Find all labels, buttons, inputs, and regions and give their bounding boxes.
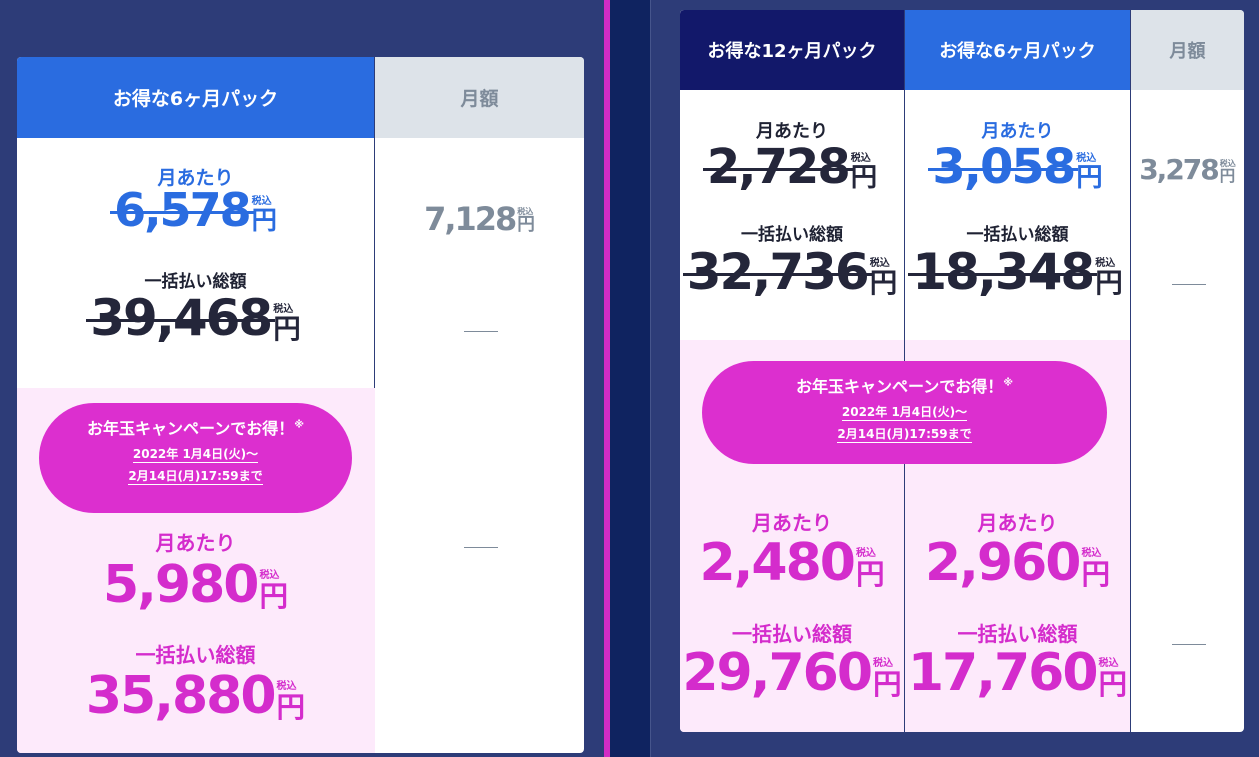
right-pricing-table: お得な12ヶ月パック 月あたり 2,728 税込円 一括払い総額 32,736 … [680,10,1244,732]
promo-lump-sum-price: 29,760 税込円 [682,643,902,703]
lump-sum-label: 一括払い総額 [741,225,843,245]
lump-sum-price-original: 32,736 税込円 [682,243,898,301]
promo-lump-sum-label: 一括払い総額 [957,622,1078,646]
monthly-only-price: 3,278 税込円 [1139,153,1236,186]
monthly-label: 月あたり [157,167,234,189]
empty-dash [1172,284,1206,285]
monthly-price-original: 6,578 税込円 [110,183,277,237]
promo-monthly-label: 月あたり [155,531,236,555]
panel-gutter [610,0,650,757]
left-col-6month: お得な6ヶ月パック 月あたり 6,578 税込円 一括払い総額 39,468 税… [17,57,375,753]
promo-monthly-price: 2,480 税込円 [699,533,885,593]
empty-dash [1172,644,1206,645]
right-col-monthly: 月額 3,278 税込円 [1131,10,1244,732]
monthly-price-original: 3,058 税込円 [928,139,1103,195]
monthly-price-original: 2,728 税込円 [702,139,878,195]
lump-sum-label: 一括払い総額 [144,272,247,292]
lump-sum-price-original: 39,468 税込円 [86,289,301,347]
header-monthly: 月額 [375,57,584,138]
promo-monthly-price: 2,960 税込円 [924,533,1111,593]
promo-monthly-label: 月あたり [752,511,832,535]
empty-dash [464,547,498,548]
header-monthly: 月額 [1131,10,1244,90]
promo-monthly-label: 月あたり [977,511,1058,535]
left-pricing-table: お得な6ヶ月パック 月あたり 6,578 税込円 一括払い総額 39,468 税… [17,57,584,753]
promo-lump-sum-price: 17,760 税込円 [907,643,1128,703]
left-col-monthly: 月額 7,128 税込円 [375,57,584,753]
promo-lump-sum-label: 一括払い総額 [135,643,256,667]
lump-sum-price-original: 18,348 税込円 [908,243,1123,301]
monthly-only-price: 7,128 税込円 [424,200,535,238]
campaign-badge: お年玉キャンペーンでお得！※ 2022年 1月4日(火)～ 2月14日(月)17… [702,361,1107,464]
promo-monthly-price: 5,980 税込円 [102,555,289,615]
panel-divider [604,0,610,757]
empty-dash [464,331,498,332]
header-6month-pack: お得な6ヶ月パック [17,57,374,138]
promo-lump-sum-label: 一括払い総額 [732,622,852,646]
lump-sum-label: 一括払い総額 [966,225,1069,245]
promo-lump-sum-price: 35,880 税込円 [85,666,306,726]
header-6month-pack: お得な6ヶ月パック [905,10,1130,90]
monthly-label: 月あたり [756,121,828,142]
header-12month-pack: お得な12ヶ月パック [680,10,904,90]
campaign-badge: お年玉キャンペーンでお得！※ 2022年 1月4日(火)～ 2月14日(月)17… [39,403,352,513]
monthly-label: 月あたり [981,121,1054,142]
